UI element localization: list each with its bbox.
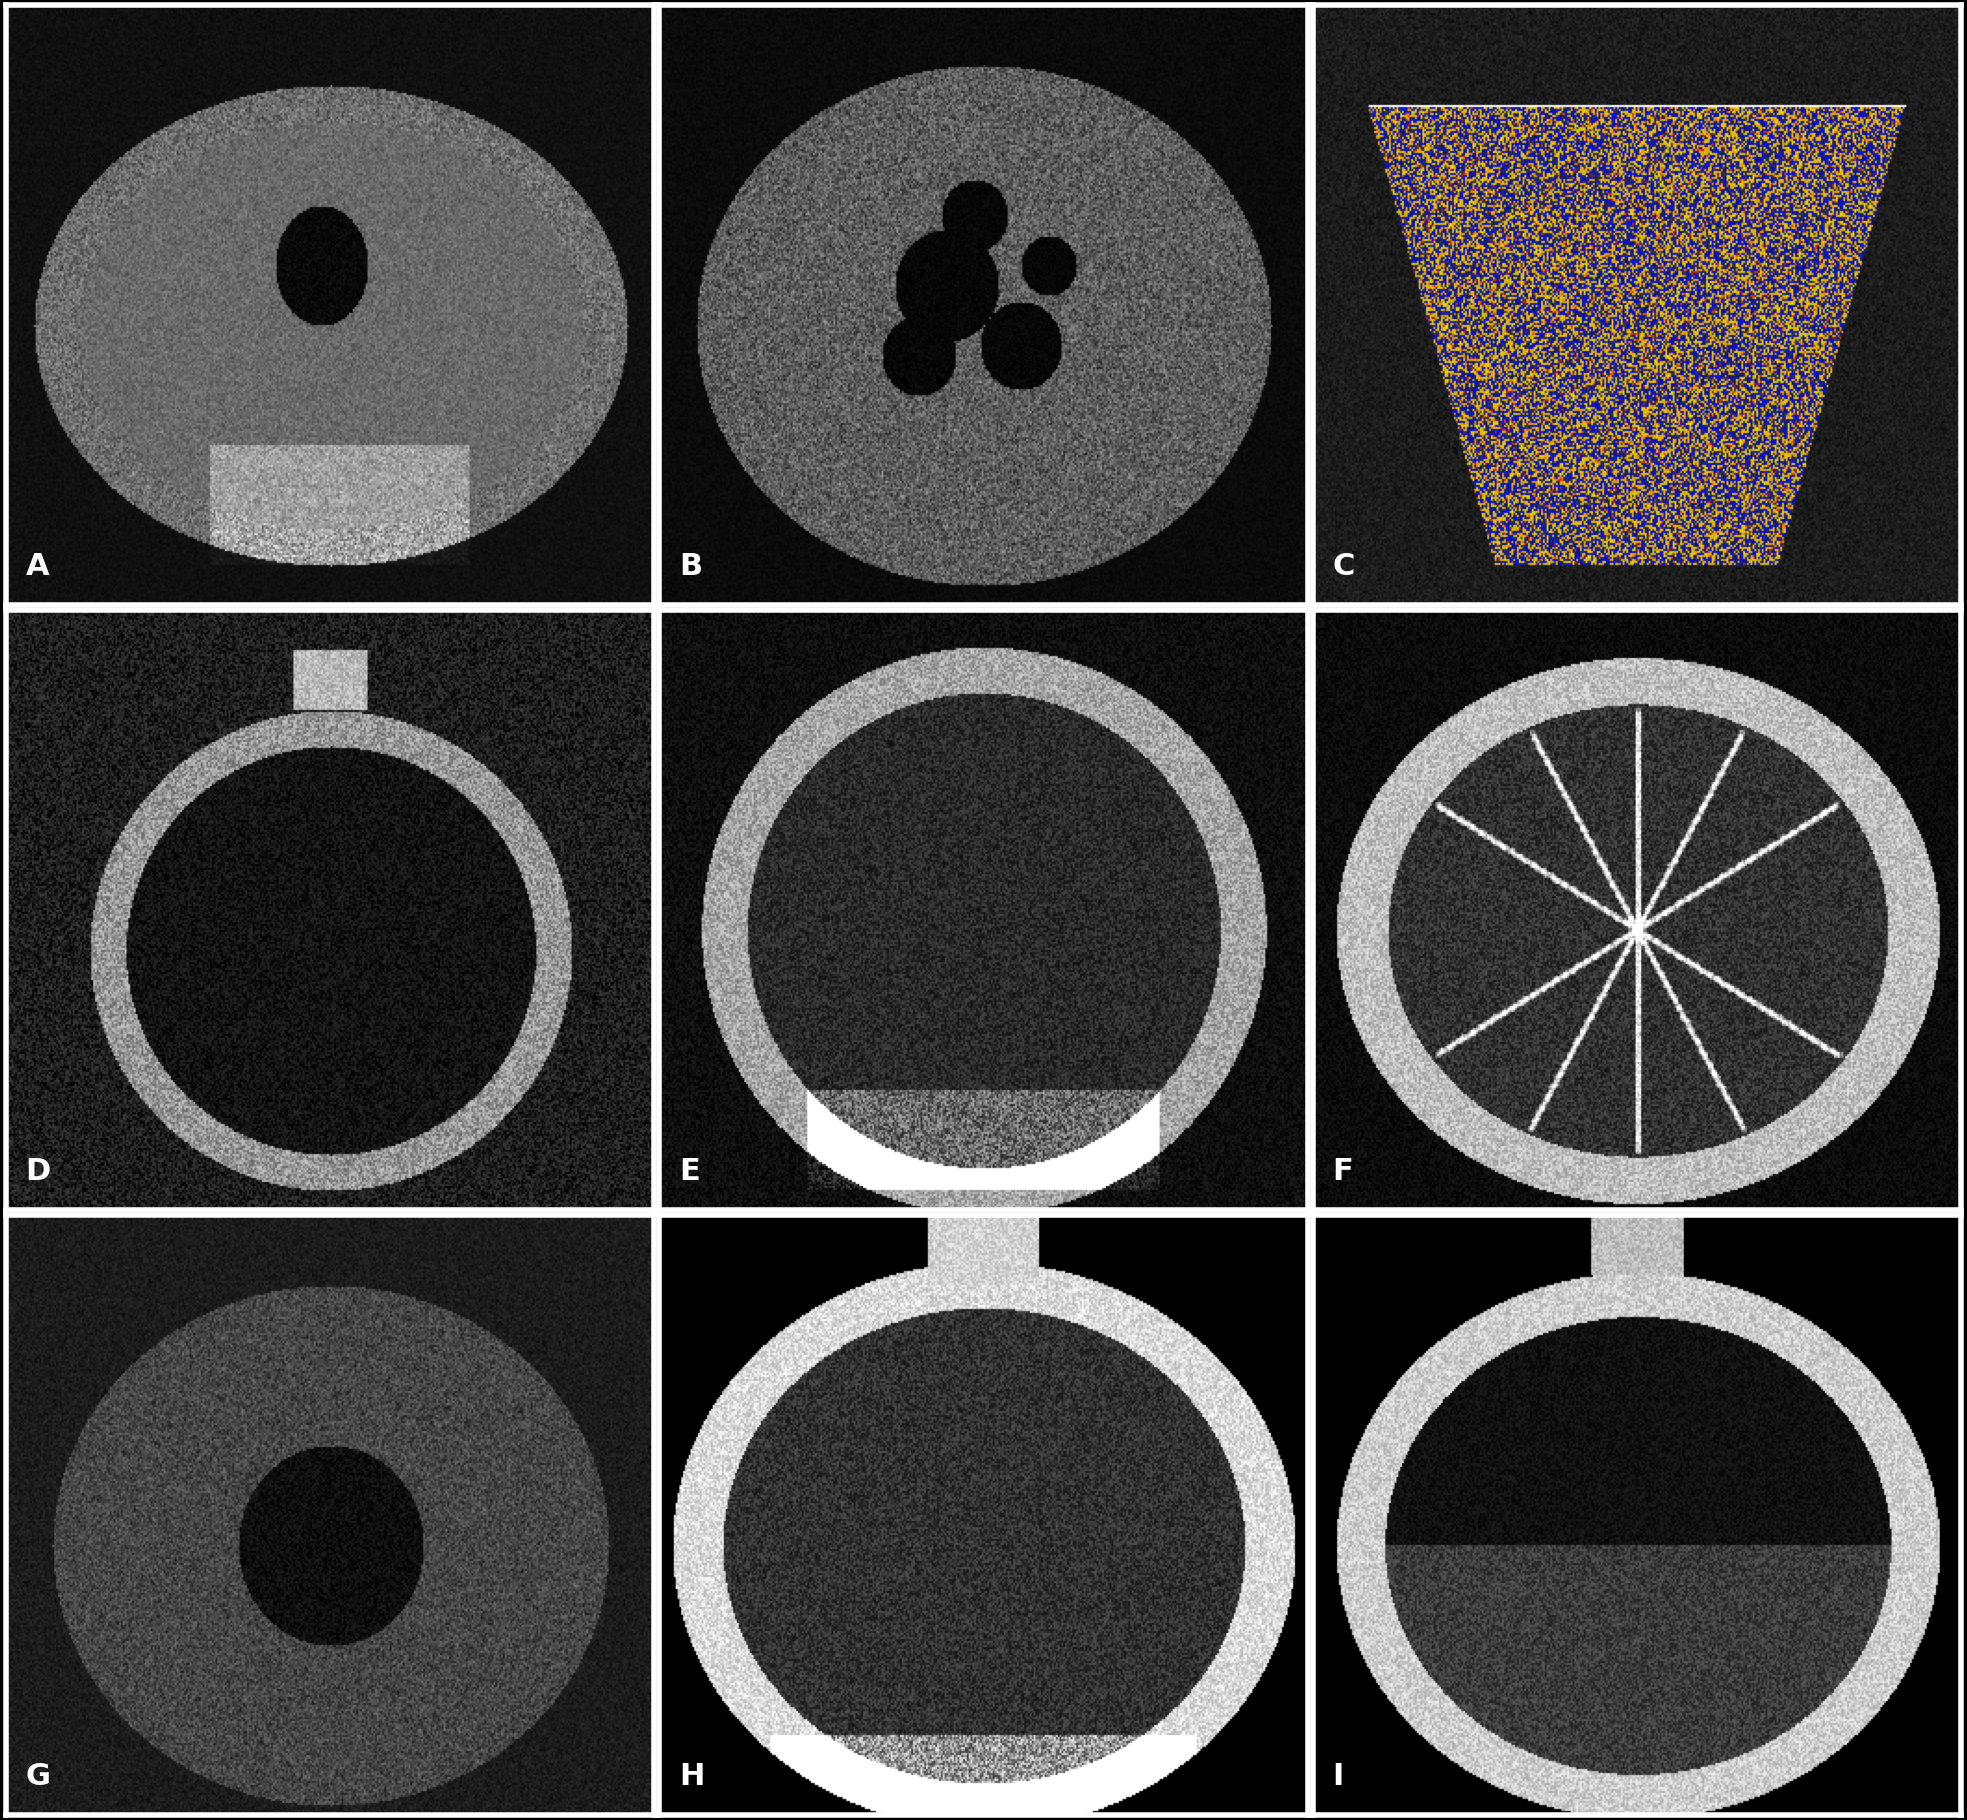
Text: C: C xyxy=(1332,551,1355,581)
Text: D: D xyxy=(26,1158,51,1187)
Text: I: I xyxy=(1332,1762,1343,1791)
Text: H: H xyxy=(679,1762,704,1791)
Text: A: A xyxy=(26,551,49,581)
Text: B: B xyxy=(679,551,702,581)
Text: G: G xyxy=(26,1762,51,1791)
Text: E: E xyxy=(679,1158,700,1187)
Text: F: F xyxy=(1332,1158,1353,1187)
